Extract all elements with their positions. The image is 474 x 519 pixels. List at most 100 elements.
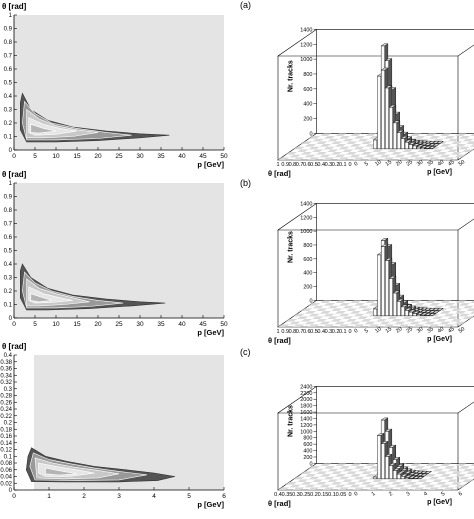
z-axis-title: Nr. tracks [288,60,295,92]
bar [417,314,421,315]
y-tick-label: 0.04 [0,475,12,481]
z-tick-label: 1400 [300,201,312,207]
bar [381,70,385,149]
bar [385,456,389,478]
x-tick-label: 40 [178,153,186,160]
y-axis-title: θ [rad] [2,2,27,11]
z-tick-label: 1400 [300,27,312,33]
bar [401,138,405,148]
x-tick-label: 45 [199,153,207,160]
y-tick-label: 0.36 [0,367,12,373]
bar [385,260,389,315]
y-tick-label: 0.7 [4,54,13,60]
bar [373,140,377,149]
z-tick-label: 1800 [300,404,312,410]
y-tick-label: 1 [276,329,279,335]
x-tick-label: 2 [82,493,86,500]
y-tick-label: 0.02 [0,481,12,487]
z-tick-label: 200 [303,455,312,461]
x-axis-title: p [GeV] [197,328,224,337]
bar [381,247,385,316]
y-tick-label: 0.35 [282,492,293,498]
x-tick-label: 10 [52,153,60,160]
bar [397,301,401,316]
x-axis-title: p [GeV] [427,499,452,506]
x-tick-label: 30 [136,153,144,160]
y-tick-label: 0.1 [339,162,347,168]
x-tick-label: 30 [136,321,144,328]
z-tick-label: 1000 [300,229,312,235]
x-tick-label: 50 [220,153,228,160]
y-tick-label: 0.1 [4,454,13,460]
y-tick-label: 0.6 [4,235,13,241]
contour-panel-c: 00.020.040.060.080.10.120.140.160.180.20… [0,342,226,509]
z-tick-label: 2400 [300,384,312,390]
x-tick-label: 10 [52,321,60,328]
z-axis-title: Nr. tracks [288,231,295,263]
y-tick-label: 0.14 [0,441,12,447]
x-tick-label: 6 [222,493,226,500]
x-tick-label: 5 [33,153,37,160]
y-tick-label: 0.2 [4,121,13,127]
y-tick-label: 0.3 [4,387,13,393]
y-tick-label: 0.28 [0,394,12,400]
bar [401,476,405,479]
z-tick-label: 1400 [300,416,312,422]
y-tick-label: 0.4 [4,262,13,268]
y-tick-label: 0.9 [4,195,13,201]
z-tick-label: 1200 [300,215,312,221]
z-tick-label: 400 [303,271,312,277]
z-tick-label: 400 [303,102,312,108]
y-axis-title: θ [rad] [2,342,27,351]
z-tick-label: 1000 [300,429,312,435]
z-tick-label: 2000 [300,397,312,403]
y-tick-label: 0.3 [4,276,13,282]
y-tick-label: 0.26 [0,400,12,406]
z-tick-label: 1000 [300,57,312,63]
x-tick-label: 3 [117,493,121,500]
y-tick-label: 0.1 [4,303,13,309]
y-tick-label: 0.34 [0,373,12,379]
bar [413,146,417,149]
y-tick-label: 0 [348,329,351,335]
y-tick-label: 0.2 [4,289,13,295]
bar [401,307,405,316]
x-tick-label: 40 [178,321,186,328]
x-tick-label: 25 [115,153,123,160]
bar [393,470,397,478]
z-tick-label: 1600 [300,410,312,416]
z-tick-label: 0 [309,298,312,304]
y-tick-label: 0.1 [4,135,13,141]
y-axis-title: θ [rad] [268,336,291,345]
x-tick-label: 4 [152,493,156,500]
y-tick-label: 0.6 [4,67,13,73]
x-axis-title: p [GeV] [197,500,224,509]
y-tick-label: 0 [348,492,351,498]
bar [389,465,393,478]
z-tick-label: 1200 [300,42,312,48]
bar [377,436,381,479]
x-tick-label: 20 [94,321,102,328]
y-tick-label: 0.22 [0,414,12,420]
bar [389,278,393,315]
y-tick-label: 0.08 [0,461,12,467]
y-axis-title: θ [rad] [2,170,27,179]
y-axis-title: θ [rad] [268,499,291,508]
bar [377,76,381,149]
x-tick-label: 1 [47,493,51,500]
z-axis-title: Nr. tracks [288,405,295,437]
x-tick-label: 5 [187,493,191,500]
z-tick-label: 0 [309,461,312,467]
x-tick-label: 25 [115,321,123,328]
y-tick-label: 0.8 [4,208,13,214]
bar [393,123,397,149]
z-tick-label: 600 [303,87,312,93]
x-axis-title: p [GeV] [197,160,224,169]
x-tick-label: 50 [220,321,228,328]
z-tick-label: 200 [303,285,312,291]
x-tick-label: 0 [12,493,16,500]
bar [417,147,421,149]
